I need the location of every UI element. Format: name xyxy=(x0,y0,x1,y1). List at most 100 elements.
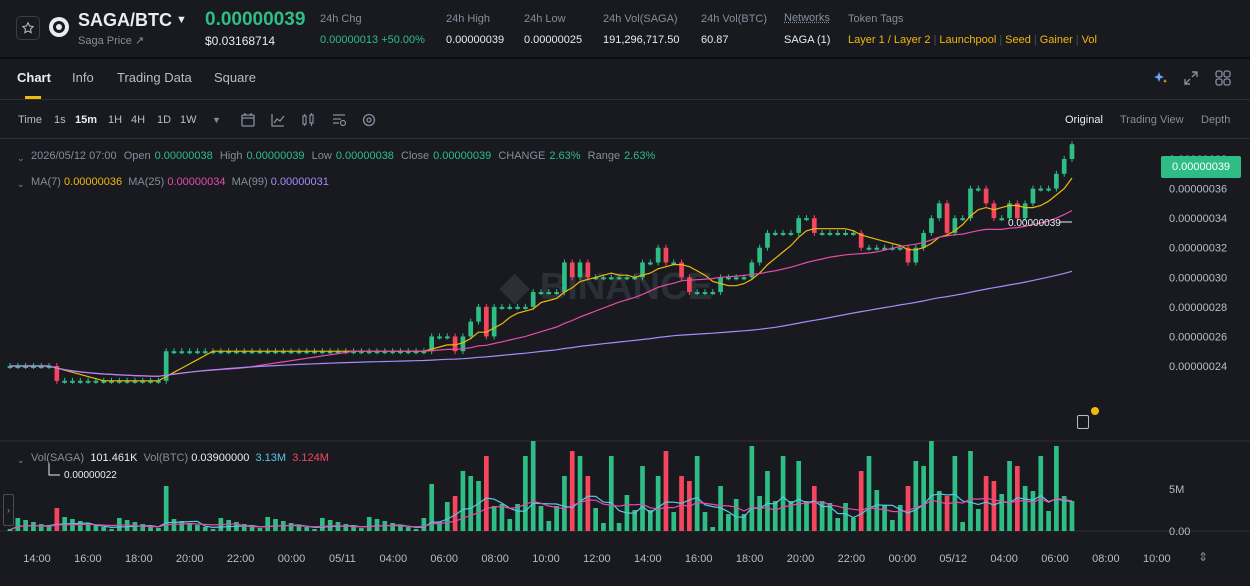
reset-scale-icon[interactable]: ⇕ xyxy=(1198,550,1209,564)
interval-1d[interactable]: 1D xyxy=(157,114,172,126)
candle xyxy=(7,366,13,368)
candle xyxy=(702,292,708,295)
candle xyxy=(483,306,489,337)
volume-bar xyxy=(890,520,895,531)
candle xyxy=(577,262,583,278)
toolbar-divider xyxy=(0,138,1250,139)
candle xyxy=(905,247,911,263)
interval-15m[interactable]: 15m xyxy=(75,114,98,126)
low-marker-line xyxy=(48,463,60,476)
volume-bar xyxy=(1069,501,1075,531)
calendar-icon[interactable] xyxy=(240,112,256,128)
tag-layer1[interactable]: Layer 1 / Layer 2 xyxy=(848,34,931,46)
candle xyxy=(444,336,450,339)
candle xyxy=(593,277,599,280)
volume-bar xyxy=(148,526,153,531)
interval-1s[interactable]: 1s xyxy=(54,114,66,126)
ohlc-change-label: CHANGE xyxy=(498,150,546,162)
tag-launchpool[interactable]: Launchpool xyxy=(939,34,997,46)
tag-vol[interactable]: Vol xyxy=(1081,34,1097,46)
volume-bar xyxy=(936,491,942,531)
candle xyxy=(46,366,52,368)
vol-ma2-value: 3.124M xyxy=(292,452,329,464)
candle xyxy=(101,380,107,383)
candle xyxy=(304,351,310,354)
candle xyxy=(116,380,122,383)
stat-24h-vol-btc-label: 24h Vol(BTC) xyxy=(701,13,768,25)
time-axis-label: 16:00 xyxy=(74,553,102,565)
volume-bar xyxy=(124,520,130,531)
collapse-ma-chevron-icon[interactable]: ⌄ xyxy=(17,179,25,189)
candle xyxy=(382,351,388,354)
volume-bar xyxy=(507,519,513,531)
volume-bar xyxy=(351,526,356,531)
view-depth[interactable]: Depth xyxy=(1201,114,1231,126)
volume-bar xyxy=(452,496,458,531)
networks-value[interactable]: SAGA (1) xyxy=(784,34,831,46)
volume-bar xyxy=(304,527,310,531)
volume-bar xyxy=(632,510,638,531)
vol-saga-value: 101.461K xyxy=(90,452,138,464)
volume-bar xyxy=(54,508,60,531)
volume-bar xyxy=(577,456,583,531)
volume-bar xyxy=(780,456,786,531)
volume-bar xyxy=(320,518,325,531)
volume-bar xyxy=(929,441,934,531)
saga-price-link[interactable]: Saga Price ↗ xyxy=(78,35,145,47)
token-tags: Layer 1 / Layer 2 | Launchpool | Seed | Gainer… xyxy=(848,34,1097,46)
indicator-line-icon[interactable] xyxy=(270,112,286,128)
volume-bar xyxy=(811,486,817,531)
view-original[interactable]: Original xyxy=(1065,114,1103,126)
volume-bar xyxy=(772,501,778,531)
ma-legend: MA(7) 0.00000036 MA(25) 0.00000034 MA(99… xyxy=(31,176,329,188)
volume-bar xyxy=(647,510,653,531)
networks-label[interactable]: Networks xyxy=(784,12,830,24)
candle xyxy=(952,218,958,233)
tab-trading-data[interactable]: Trading Data xyxy=(117,70,192,85)
interval-time[interactable]: Time xyxy=(18,114,43,126)
pair-name[interactable]: SAGA/BTC xyxy=(78,10,172,30)
candle xyxy=(452,336,458,352)
price-chart[interactable]: ◆ BINANCE0.000000380.000000360.000000340… xyxy=(0,139,1250,586)
volume-bar xyxy=(694,456,700,531)
volume-bar xyxy=(975,509,981,531)
settings-list-icon[interactable] xyxy=(331,112,347,128)
ohlc-close: 0.00000039 xyxy=(433,150,492,162)
price-axis-label: 0.00000024 xyxy=(1169,361,1227,373)
tag-seed[interactable]: Seed xyxy=(1005,34,1031,46)
interval-1w[interactable]: 1W xyxy=(180,114,197,126)
stat-24h-chg-value: 0.00000013 +50.00% xyxy=(320,34,425,46)
candle xyxy=(655,247,661,263)
fullscreen-icon[interactable] xyxy=(1184,71,1198,85)
tab-chart[interactable]: Chart xyxy=(17,70,51,85)
tag-gainer[interactable]: Gainer xyxy=(1039,34,1073,46)
favorite-star-button[interactable] xyxy=(16,16,40,40)
candle xyxy=(296,351,302,354)
notes-icon[interactable] xyxy=(1077,415,1089,429)
collapse-vol-chevron-icon[interactable]: ⌄ xyxy=(17,455,25,465)
candle xyxy=(1007,203,1012,219)
candle xyxy=(983,188,989,204)
volume-bar xyxy=(608,456,614,531)
tab-info[interactable]: Info xyxy=(72,70,94,85)
interval-4h[interactable]: 4H xyxy=(131,114,146,126)
candle xyxy=(874,247,880,250)
interval-1h[interactable]: 1H xyxy=(108,114,123,126)
volume-bar xyxy=(866,456,872,531)
candle xyxy=(77,380,83,383)
view-trading-view[interactable]: Trading View xyxy=(1120,114,1184,126)
expand-side-panel-icon[interactable]: › xyxy=(3,494,14,526)
tab-square[interactable]: Square xyxy=(214,70,256,85)
candle xyxy=(960,218,966,221)
more-intervals-caret-icon[interactable]: ▼ xyxy=(212,115,221,125)
pair-dropdown-caret-icon[interactable]: ▼ xyxy=(176,14,187,26)
collapse-legend-chevron-icon[interactable]: ⌄ xyxy=(17,153,25,163)
candle-type-icon[interactable] xyxy=(300,112,316,128)
layout-grid-icon[interactable] xyxy=(1215,70,1231,86)
candle xyxy=(585,262,591,278)
volume-bar xyxy=(749,446,755,531)
gear-icon[interactable] xyxy=(361,112,377,128)
ai-sparkle-icon[interactable] xyxy=(1153,70,1169,86)
time-axis-label: 16:00 xyxy=(685,553,713,565)
volume-bar xyxy=(733,499,739,531)
